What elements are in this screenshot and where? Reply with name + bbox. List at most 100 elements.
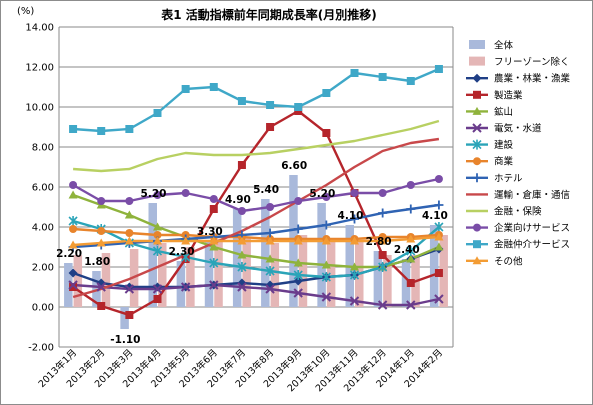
bar-total xyxy=(261,199,270,307)
data-label: 5.20 xyxy=(141,188,167,200)
line-marker xyxy=(266,101,275,109)
line-marker xyxy=(69,181,78,189)
line-marker xyxy=(237,282,247,292)
line-marker xyxy=(237,250,247,259)
line-marker xyxy=(473,223,481,232)
line-marker xyxy=(209,83,218,91)
line-marker xyxy=(378,262,388,272)
line-marker xyxy=(266,203,275,211)
y-tick-label: 8.00 xyxy=(32,143,54,154)
line-marker xyxy=(406,246,416,256)
line-marker xyxy=(293,288,303,298)
legend-item: 製造業 xyxy=(466,89,523,101)
chart-title: 表1 活動指標前年同期成長率(月別推移) xyxy=(160,7,377,22)
line-marker xyxy=(434,232,444,241)
line-marker xyxy=(125,197,134,205)
line-marker xyxy=(434,200,444,210)
data-label: 1.80 xyxy=(84,256,110,268)
line-marker xyxy=(68,190,78,199)
legend-swatch xyxy=(469,40,485,49)
legend-swatch xyxy=(469,56,485,66)
data-label: 2.20 xyxy=(56,248,82,260)
legend-item: 全体 xyxy=(469,40,514,52)
legend: 全体フリーゾーン除く農業・林業・漁業製造業鉱山電気・水道建設商業ホテル運輸・倉庫… xyxy=(466,40,571,267)
y-tick-label: -2.00 xyxy=(28,343,54,354)
line-marker xyxy=(472,139,482,150)
y-tick-label: 0.00 xyxy=(32,303,54,314)
line-marker xyxy=(265,284,275,294)
line-marker xyxy=(125,311,134,319)
bar-excl-freezone xyxy=(158,243,167,307)
legend-item: 企業向けサービス xyxy=(466,222,570,234)
legend-label: 鉱山 xyxy=(494,106,513,118)
x-tick-labels: 2013年1月2013年2月2013年3月2013年4月2013年5月2013年… xyxy=(36,347,445,395)
line-marker xyxy=(350,189,359,197)
line-marker xyxy=(237,262,247,272)
series-line-1 xyxy=(72,109,440,317)
data-label: 5.20 xyxy=(309,188,335,200)
line-marker xyxy=(434,175,443,183)
line-marker xyxy=(321,292,332,302)
bar-total xyxy=(373,251,383,307)
line-marker xyxy=(237,161,246,169)
line-marker xyxy=(321,220,331,230)
line-marker xyxy=(153,109,162,117)
line-marker xyxy=(350,69,359,77)
legend-label: 金融仲介サービス xyxy=(494,239,570,251)
line-marker xyxy=(96,282,106,292)
bar-excl-freezone xyxy=(298,235,308,307)
y-tick-labels: 14.00 12.00 10.00 8.00 6.00 4.00 2.00 0.00 -2.00 xyxy=(25,23,54,354)
line-marker xyxy=(181,236,191,245)
bar-total xyxy=(401,259,411,307)
bar-total xyxy=(176,261,186,307)
markers xyxy=(68,65,444,319)
bar-excl-freezone xyxy=(73,255,83,307)
bar-total xyxy=(64,263,73,307)
line-marker xyxy=(69,225,78,233)
legend-label: その他 xyxy=(494,255,523,267)
bar-excl-freezone xyxy=(439,235,448,307)
y-tick-label: 12.00 xyxy=(25,63,54,74)
line-marker xyxy=(293,270,303,280)
line-marker xyxy=(68,216,78,226)
legend-item: 電気・水道 xyxy=(466,123,542,135)
y-axis-unit-label: (%) xyxy=(17,6,34,17)
line-marker xyxy=(209,242,219,251)
line-marker xyxy=(266,123,275,131)
line-marker xyxy=(181,189,190,197)
data-label: 2.80 xyxy=(366,236,392,248)
line-marker xyxy=(294,103,303,111)
line-marker xyxy=(153,191,162,199)
data-label: 4.90 xyxy=(225,194,251,206)
line-marker xyxy=(377,300,388,310)
series-line-9 xyxy=(72,177,440,213)
line-marker xyxy=(378,189,387,197)
legend-item: 建設 xyxy=(466,139,514,151)
series-line-11 xyxy=(73,235,439,247)
lines xyxy=(72,67,440,317)
line-marker xyxy=(124,284,135,294)
line-marker xyxy=(406,204,416,214)
line-marker xyxy=(97,127,106,135)
legend-label: 企業向けサービス xyxy=(494,222,570,234)
legend-label: 農業・林業・漁業 xyxy=(494,73,571,85)
line-marker xyxy=(97,197,106,205)
line-marker xyxy=(350,214,359,224)
line-marker xyxy=(434,242,444,251)
y-tick-label: 10.00 xyxy=(25,103,54,114)
line-marker xyxy=(472,73,482,83)
line-marker xyxy=(124,236,134,245)
legend-label: 建設 xyxy=(494,139,514,151)
gridlines xyxy=(58,26,454,348)
legend-label: 全体 xyxy=(494,40,514,52)
legend-item: その他 xyxy=(466,255,523,267)
line-marker xyxy=(406,234,416,243)
bar-total xyxy=(92,271,101,307)
line-marker xyxy=(349,270,360,280)
data-label: 2.30 xyxy=(169,246,195,258)
line-marker xyxy=(406,279,415,287)
legend-label: 製造業 xyxy=(494,89,523,101)
line-marker xyxy=(350,236,359,245)
line-marker xyxy=(69,125,78,133)
line-marker xyxy=(97,302,106,310)
